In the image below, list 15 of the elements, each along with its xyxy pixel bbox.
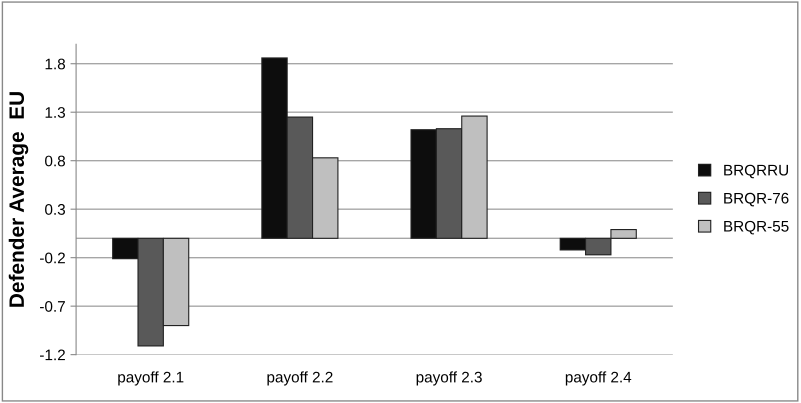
legend-label: BRQR-55 (724, 220, 789, 234)
legend-label: BRQR-76 (724, 192, 789, 206)
x-tick-label: payoff 2.4 (566, 371, 632, 386)
y-tick-label: -1.2 (40, 350, 65, 360)
y-tick-label: 1.8 (46, 58, 66, 70)
y-tick-label: 1.3 (46, 107, 66, 118)
legend-label: BRQRRU (724, 164, 788, 178)
y-tick-label: 0.3 (45, 204, 66, 215)
y-tick-label: 0.8 (45, 156, 66, 166)
y-tick-label: -0.7 (40, 301, 65, 312)
x-tick-label: payoff 2.3 (416, 371, 482, 386)
x-tick-label: payoff 2.1 (118, 371, 184, 386)
y-axis-title: Defender Average EU (8, 92, 28, 307)
y-tick-label: -0.2 (40, 252, 65, 264)
x-tick-label: payoff 2.2 (267, 371, 333, 386)
